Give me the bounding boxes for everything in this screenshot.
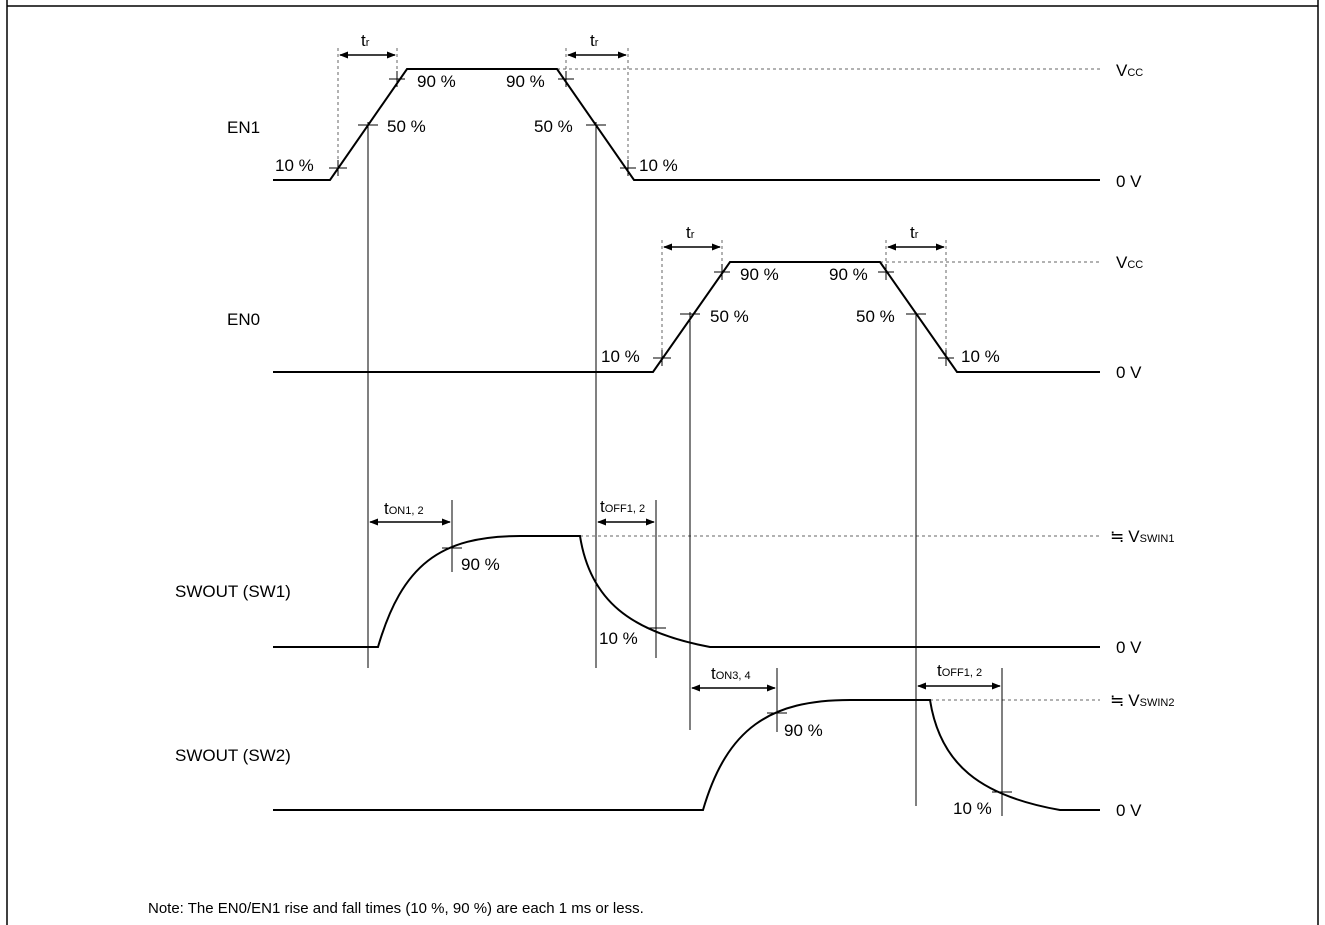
tr-label-en1-fall: tr bbox=[590, 31, 599, 50]
en0-waveform bbox=[273, 261, 1100, 373]
sw2-waveform bbox=[273, 699, 1100, 811]
en0-fall-10pct: 10 % bbox=[961, 347, 1000, 366]
sw2-rise-90pct: 90 % bbox=[784, 721, 823, 740]
zero-label-en1: 0 V bbox=[1116, 172, 1142, 191]
waveforms bbox=[273, 68, 1100, 811]
label-sw2: SWOUT (SW2) bbox=[175, 746, 291, 765]
zero-label-en0: 0 V bbox=[1116, 363, 1142, 382]
en0-fall-90pct: 90 % bbox=[829, 265, 868, 284]
zero-label-sw1: 0 V bbox=[1116, 638, 1142, 657]
tr-label-en0-rise: tr bbox=[686, 223, 695, 242]
timing-lines bbox=[367, 122, 1003, 816]
sw1-fall-10pct: 10 % bbox=[599, 629, 638, 648]
vcc-label-en0: VCC bbox=[1116, 253, 1143, 272]
toff12-label-sw1: tOFF1, 2 bbox=[600, 497, 645, 516]
en0-fall-50pct: 50 % bbox=[856, 307, 895, 326]
en1-rise-90pct: 90 % bbox=[417, 72, 456, 91]
vswin1-label: ≒ VSWIN1 bbox=[1110, 527, 1174, 546]
en1-rise-10pct: 10 % bbox=[275, 156, 314, 175]
sw1-waveform bbox=[273, 535, 1100, 648]
en1-fall-50pct: 50 % bbox=[534, 117, 573, 136]
en1-waveform bbox=[273, 68, 1100, 181]
en1-fall-10pct: 10 % bbox=[639, 156, 678, 175]
vcc-label-en1: VCC bbox=[1116, 61, 1143, 80]
sw1-rise-90pct: 90 % bbox=[461, 555, 500, 574]
label-en0: EN0 bbox=[227, 310, 260, 329]
en0-rise-90pct: 90 % bbox=[740, 265, 779, 284]
ton12-label: tON1, 2 bbox=[384, 499, 424, 518]
vswin2-label: ≒ VSWIN2 bbox=[1110, 691, 1174, 710]
footnote: Note: The EN0/EN1 rise and fall times (1… bbox=[148, 900, 644, 917]
label-en1: EN1 bbox=[227, 118, 260, 137]
ton34-label: tON3, 4 bbox=[711, 664, 751, 683]
sw2-fall-10pct: 10 % bbox=[953, 799, 992, 818]
level-labels: VCC 0 V VCC 0 V ≒ VSWIN1 0 V ≒ VSWIN2 0 V bbox=[1110, 61, 1174, 820]
percent-labels: 10 % 50 % 90 % 90 % 50 % 10 % 10 % 50 % … bbox=[275, 72, 1000, 818]
label-sw1: SWOUT (SW1) bbox=[175, 582, 291, 601]
tr-label-en0-fall: tr bbox=[910, 223, 919, 242]
timing-labels: tr tr tr tr tON1, 2 tOFF1, 2 tON3, 4 tOF… bbox=[361, 31, 982, 683]
en0-rise-10pct: 10 % bbox=[601, 347, 640, 366]
en1-rise-50pct: 50 % bbox=[387, 117, 426, 136]
signal-labels: EN1 EN0 SWOUT (SW1) SWOUT (SW2) bbox=[175, 118, 291, 765]
toff12-label-sw2: tOFF1, 2 bbox=[937, 661, 982, 680]
diagram-frame bbox=[6, 0, 1319, 925]
crossing-ticks bbox=[329, 71, 1012, 793]
en0-rise-50pct: 50 % bbox=[710, 307, 749, 326]
en1-fall-90pct: 90 % bbox=[506, 72, 545, 91]
tr-label-en1-rise: tr bbox=[361, 31, 370, 50]
reference-lines bbox=[337, 48, 1100, 701]
zero-label-sw2: 0 V bbox=[1116, 801, 1142, 820]
dimension-arrows bbox=[339, 51, 1001, 692]
